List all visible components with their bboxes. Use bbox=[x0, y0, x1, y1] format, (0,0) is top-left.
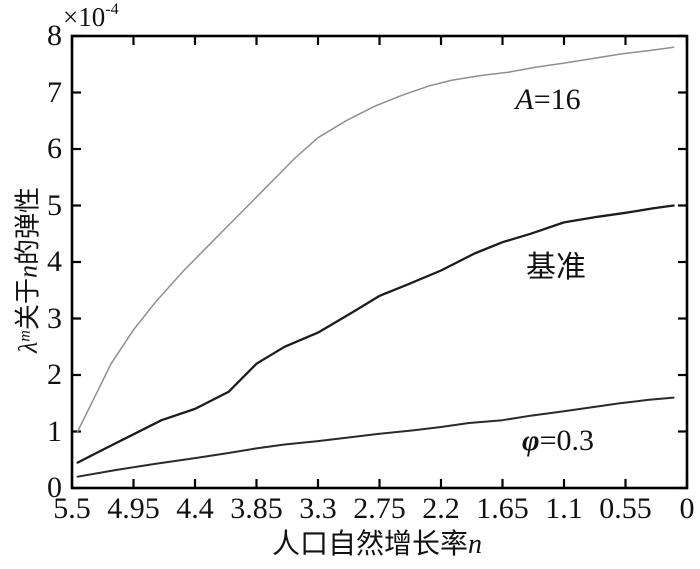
y-tick-label: 7 bbox=[47, 75, 62, 109]
annotation-a16: A=16 bbox=[515, 83, 580, 117]
multiplier-exponent: -4 bbox=[105, 0, 119, 18]
annotation-phi-var: φ bbox=[522, 424, 540, 457]
y-tick-label: 8 bbox=[47, 19, 62, 52]
x-tick-label: 5.5 bbox=[53, 492, 91, 525]
y-tick-label: 3 bbox=[47, 301, 62, 335]
xlabel-main-text: 人口自然增长率 bbox=[271, 529, 469, 560]
x-tick-label: 0.55 bbox=[599, 492, 652, 525]
xlabel-n: n bbox=[468, 529, 483, 560]
annotation-a16-value: =16 bbox=[533, 83, 581, 116]
ylabel-lambda: λ bbox=[13, 341, 43, 353]
series-line-2 bbox=[76, 396, 675, 478]
x-tick-label: 3.3 bbox=[299, 492, 337, 525]
annotation-baseline-text: 基准 bbox=[526, 251, 586, 284]
x-tick-label: 2.2 bbox=[422, 492, 460, 525]
annotation-baseline: 基准 bbox=[526, 242, 586, 286]
y-tick-label: 4 bbox=[47, 245, 62, 278]
x-tick-label: 1.1 bbox=[545, 492, 583, 525]
series-line-1 bbox=[76, 204, 675, 464]
y-tick-label: 0 bbox=[47, 471, 62, 504]
y-tick-label: 5 bbox=[47, 188, 62, 222]
x-tick-label: 3.85 bbox=[230, 492, 283, 525]
x-tick-label: 0 bbox=[679, 492, 695, 525]
multiplier-base: ×10 bbox=[63, 2, 106, 32]
y-axis-multiplier: ×10-4 bbox=[63, 0, 119, 33]
series-line-0 bbox=[76, 46, 675, 433]
x-tick-label: 4.95 bbox=[107, 492, 160, 525]
x-tick-label: 4.4 bbox=[176, 492, 214, 525]
x-axis-title: 人口自然增长率n bbox=[272, 522, 482, 562]
x-tick-label: 2.75 bbox=[353, 492, 406, 525]
y-tick-label: 1 bbox=[47, 414, 62, 448]
y-tick-label: 6 bbox=[47, 132, 62, 165]
x-tick-label: 1.65 bbox=[476, 492, 529, 525]
annotation-phi: φ=0.3 bbox=[522, 424, 594, 458]
annotation-a16-var: A bbox=[515, 83, 534, 116]
y-tick-label: 2 bbox=[47, 358, 62, 391]
annotation-phi-value: =0.3 bbox=[539, 424, 594, 457]
